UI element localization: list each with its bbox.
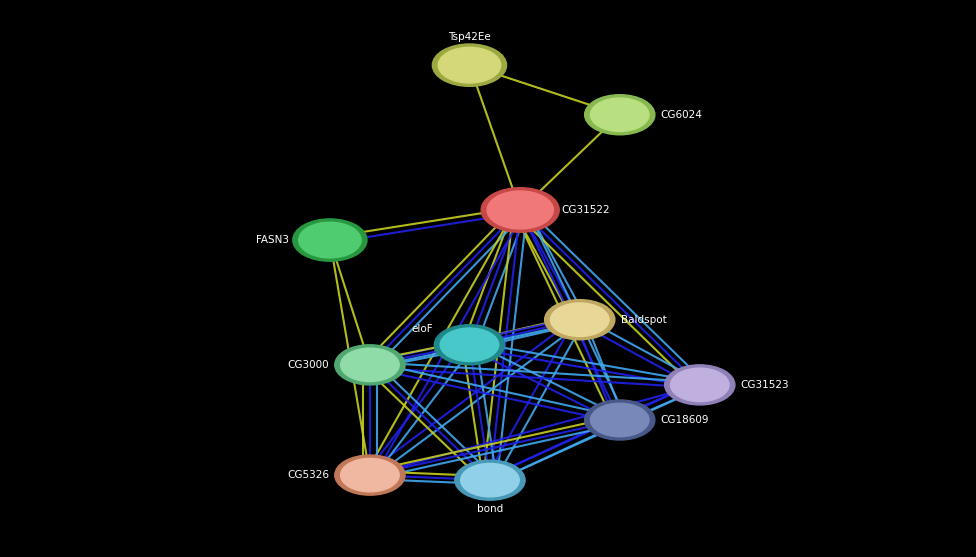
- Circle shape: [432, 44, 507, 86]
- Circle shape: [440, 328, 499, 361]
- Circle shape: [545, 300, 615, 340]
- Text: CG3000: CG3000: [287, 360, 329, 370]
- Text: CG5326: CG5326: [287, 470, 329, 480]
- Text: bond: bond: [477, 504, 503, 514]
- Circle shape: [590, 98, 649, 131]
- Text: Baldspot: Baldspot: [621, 315, 667, 325]
- Circle shape: [455, 460, 525, 500]
- Text: eloF: eloF: [411, 324, 432, 334]
- Circle shape: [461, 463, 519, 497]
- Text: FASN3: FASN3: [256, 235, 289, 245]
- Circle shape: [335, 345, 405, 385]
- Circle shape: [585, 95, 655, 135]
- Circle shape: [341, 348, 399, 382]
- Circle shape: [438, 47, 501, 83]
- Circle shape: [299, 222, 361, 258]
- Circle shape: [341, 458, 399, 492]
- Circle shape: [293, 219, 367, 261]
- Text: Tsp42Ee: Tsp42Ee: [448, 32, 491, 42]
- Circle shape: [481, 188, 559, 232]
- Text: CG31522: CG31522: [561, 205, 610, 215]
- Text: CG18609: CG18609: [661, 415, 710, 425]
- Circle shape: [665, 365, 735, 405]
- Circle shape: [335, 455, 405, 495]
- Circle shape: [585, 400, 655, 440]
- Circle shape: [671, 368, 729, 402]
- Circle shape: [590, 403, 649, 437]
- Circle shape: [550, 303, 609, 336]
- Text: CG6024: CG6024: [661, 110, 703, 120]
- Circle shape: [434, 325, 505, 365]
- Circle shape: [487, 191, 553, 229]
- Text: CG31523: CG31523: [741, 380, 790, 390]
